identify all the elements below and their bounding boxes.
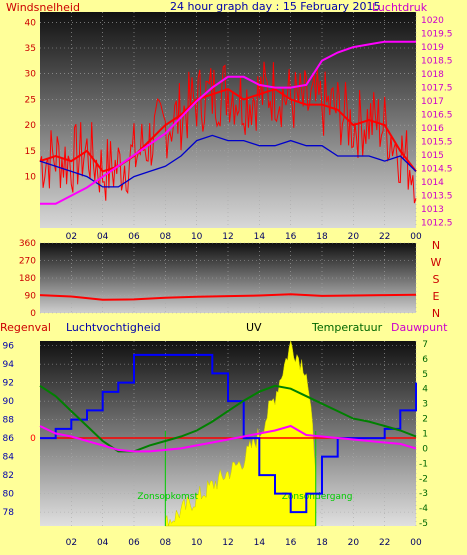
y-tick-label-direction: 270 (19, 257, 36, 267)
y-tick-label-pressure: 1020 (421, 16, 444, 26)
x-tick-label: 12 (222, 232, 233, 242)
y-tick-label-pressure: 1014 (421, 178, 444, 188)
y-tick-label-humidity: 86 (3, 434, 15, 444)
y-tick-label-wind: 40 (25, 18, 37, 28)
y-tick-label-temperature: -1 (419, 459, 428, 469)
y-tick-label-direction: 90 (25, 292, 37, 302)
x-tick-label: 00 (410, 538, 422, 548)
compass-letter: N (432, 307, 440, 320)
y-tick-label-temperature: 6 (422, 355, 428, 365)
dewpoint-line (39, 424, 417, 453)
rain-zero-label: 0 (30, 434, 36, 444)
x-tick-label: 16 (285, 538, 297, 548)
y-tick-label-wind: 15 (25, 147, 36, 157)
x-tick-label: 02 (66, 538, 77, 548)
wind-speed-average-line (39, 87, 417, 173)
x-tick-label: 04 (97, 232, 109, 242)
y-tick-label-pressure: 1018.5 (421, 57, 453, 67)
y-tick-label-humidity: 94 (3, 360, 15, 370)
y-tick-label-temperature: 7 (422, 340, 428, 350)
chart-title: 24 hour graph day : 15 February 2015 (170, 0, 381, 13)
y-tick-label-temperature: 0 (422, 444, 428, 454)
y-tick-label-direction: 360 (19, 239, 36, 249)
x-tick-label: 12 (222, 538, 233, 548)
y-tick-label-humidity: 96 (3, 342, 15, 352)
x-tick-label: 10 (191, 538, 203, 548)
y-tick-label-temperature: 3 (422, 400, 428, 410)
y-tick-label-temperature: -3 (419, 489, 428, 499)
y-tick-label-temperature: 2 (422, 415, 428, 425)
x-tick-label: 08 (160, 232, 172, 242)
y-tick-label-wind: 10 (25, 173, 37, 183)
uv-area (165, 340, 316, 527)
y-tick-label-humidity: 90 (3, 397, 15, 407)
y-tick-label-pressure: 1018 (421, 70, 444, 80)
y-tick-label-humidity: 82 (3, 471, 14, 481)
y-tick-label-humidity: 80 (3, 490, 15, 500)
x-tick-label: 06 (128, 232, 140, 242)
x-tick-label: 06 (128, 538, 140, 548)
wind-direction-line (39, 293, 417, 301)
x-tick-label: 02 (66, 232, 77, 242)
y-tick-label-pressure: 1014.5 (421, 165, 453, 175)
y-tick-label-temperature: 4 (422, 385, 428, 395)
x-tick-label: 22 (379, 538, 390, 548)
compass-letter: S (433, 273, 440, 286)
sunrise-label: Zonsopkomst (137, 492, 198, 502)
y-tick-label-humidity: 84 (3, 453, 15, 463)
y-tick-label-pressure: 1017 (421, 97, 444, 107)
y-tick-label-temperature: -4 (419, 504, 428, 514)
wind-gust-line (39, 134, 417, 188)
x-tick-label: 08 (160, 538, 172, 548)
legend-dauwpunt: Dauwpunt (391, 321, 448, 334)
y-tick-label-humidity: 88 (3, 416, 15, 426)
x-tick-label: 20 (348, 538, 360, 548)
sunset-label: Zonsondergang (282, 492, 353, 502)
legend-uv: UV (246, 321, 262, 334)
y-tick-label-pressure: 1016 (421, 124, 444, 134)
y-tick-label-temperature: -5 (419, 519, 428, 529)
legend-temperatuur: Temperatuur (311, 321, 383, 334)
legend-regenval: Regenval (0, 321, 51, 334)
y-tick-label-humidity: 78 (3, 508, 15, 518)
y-tick-label-pressure: 1016.5 (421, 111, 453, 121)
legend-luchtvochtigheid: Luchtvochtigheid (66, 321, 161, 334)
y-tick-label-wind: 20 (25, 121, 37, 131)
compass-letter: N (432, 239, 440, 252)
x-tick-label: 00 (410, 232, 422, 242)
pressure-label: Luchtdruk (372, 1, 428, 14)
y-tick-label-pressure: 1015 (421, 151, 444, 161)
y-tick-label-direction: 180 (19, 274, 36, 284)
compass-letter: W (431, 256, 442, 269)
temperature-line (39, 384, 417, 453)
x-tick-label: 14 (254, 538, 266, 548)
y-tick-label-wind: 30 (25, 70, 37, 80)
y-tick-label-pressure: 1013 (421, 205, 444, 215)
x-tick-label: 18 (316, 232, 328, 242)
y-tick-label-wind: 35 (25, 44, 36, 54)
x-tick-label: 18 (316, 538, 328, 548)
wind-speed-label: Windsnelheid (6, 1, 80, 14)
compass-letter: E (433, 290, 440, 303)
x-tick-label: 22 (379, 232, 390, 242)
y-tick-label-temperature: 1 (422, 430, 428, 440)
x-tick-label: 20 (348, 232, 360, 242)
x-tick-label: 16 (285, 232, 297, 242)
y-tick-label-pressure: 1012.5 (421, 219, 453, 229)
y-tick-label-humidity: 92 (3, 379, 14, 389)
y-tick-label-pressure: 1017.5 (421, 84, 453, 94)
y-tick-label-pressure: 1013.5 (421, 192, 453, 202)
x-tick-label: 10 (191, 232, 203, 242)
y-tick-label-pressure: 1019 (421, 43, 444, 53)
x-tick-label: 04 (97, 538, 109, 548)
y-tick-label-temperature: 5 (422, 370, 428, 380)
y-tick-label-pressure: 1015.5 (421, 138, 453, 148)
y-tick-label-wind: 25 (25, 95, 36, 105)
y-tick-label-pressure: 1019.5 (421, 30, 453, 40)
x-tick-label: 14 (254, 232, 266, 242)
y-tick-label-direction: 0 (30, 309, 36, 319)
y-tick-label-temperature: -2 (419, 474, 428, 484)
pressure-line (40, 40, 416, 205)
